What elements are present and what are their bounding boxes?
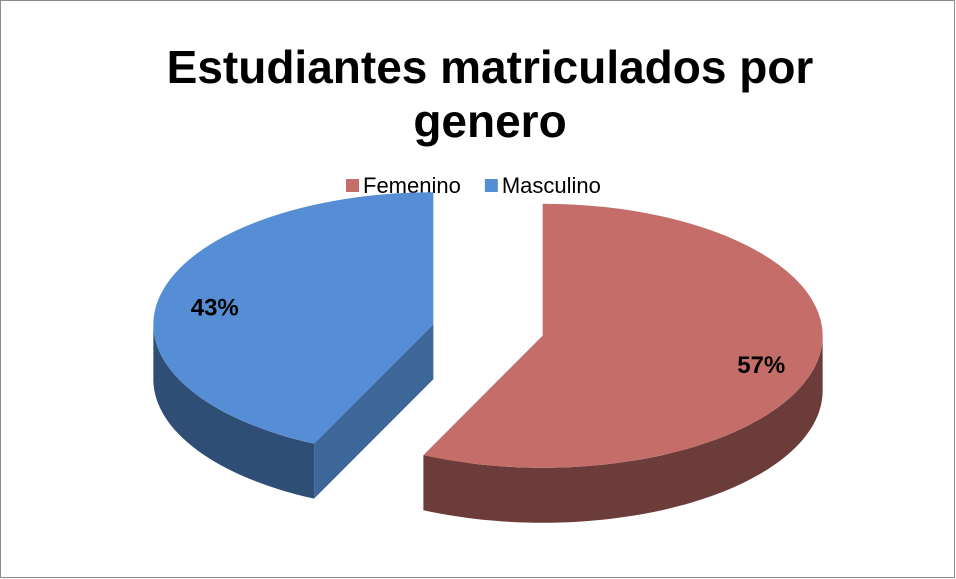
pie-slice <box>153 192 434 444</box>
pie-slice <box>423 203 823 468</box>
legend-swatch <box>484 179 498 192</box>
legend-swatch <box>346 179 359 192</box>
slice-wall <box>153 324 315 499</box>
data-label: 57% <box>737 352 785 379</box>
data-label: 43% <box>191 295 239 322</box>
legend-label: Masculino <box>502 173 601 198</box>
slice-side <box>314 324 434 499</box>
chart-title: Estudiantes matriculados por genero <box>166 41 814 147</box>
slice-wall <box>423 335 823 523</box>
